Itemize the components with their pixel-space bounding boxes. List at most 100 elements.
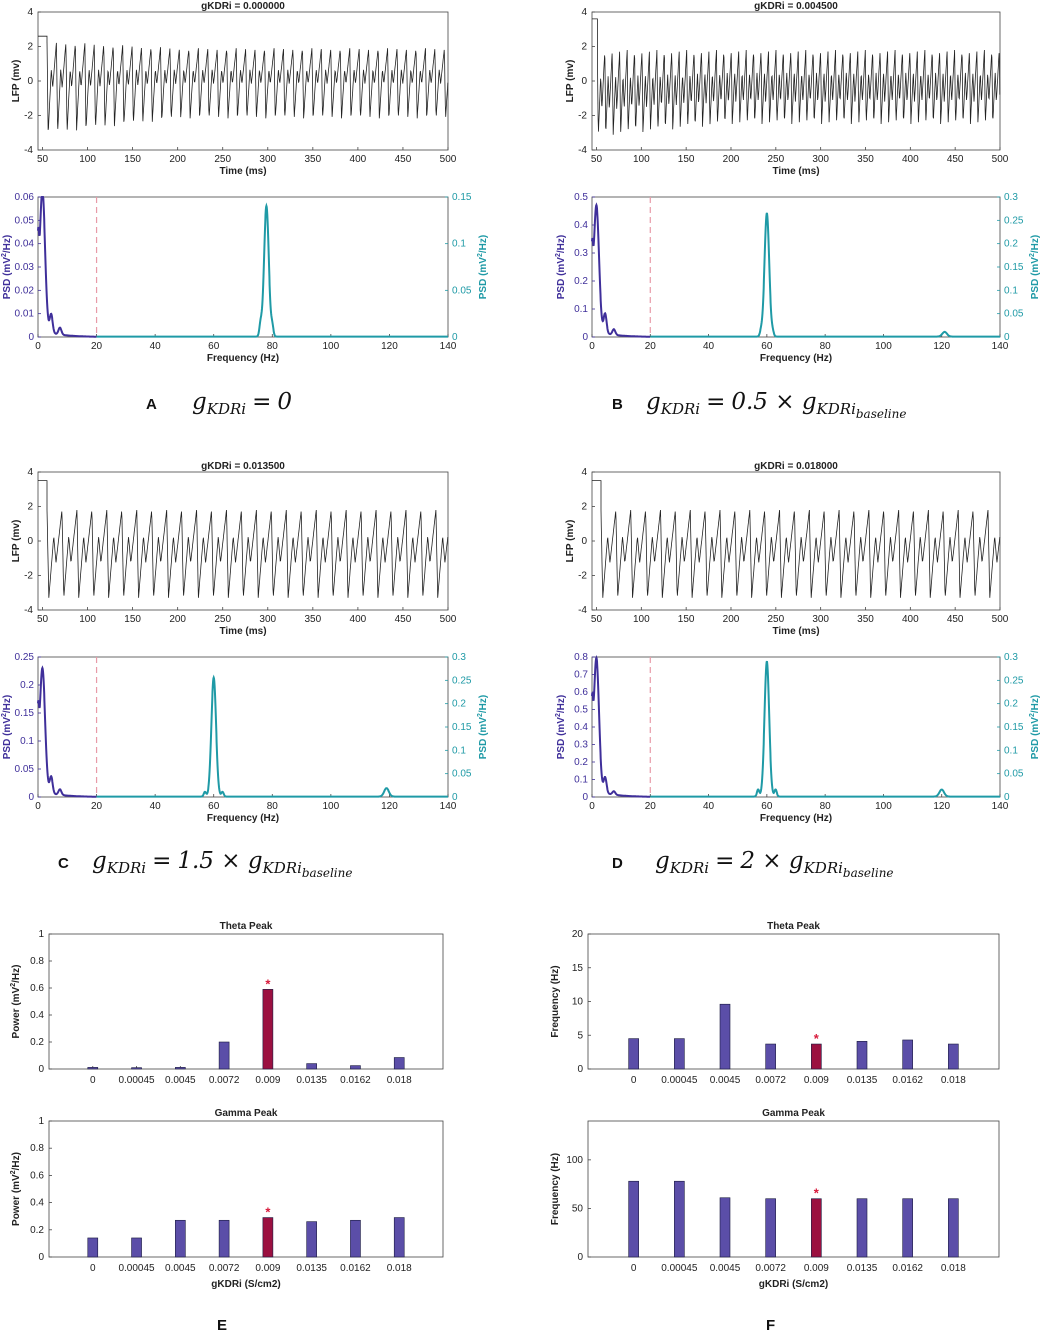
x-tick-label: 300 (259, 614, 276, 625)
x-tick-label: 200 (723, 154, 740, 165)
x-tick-label: 0.0162 (340, 1075, 371, 1086)
bar (856, 1198, 868, 1258)
bar (902, 1198, 913, 1258)
chart-psd-b: 0 20 40 60 80 100 120 14000.10.20.30.40.500.050… (555, 192, 1041, 364)
y-left-tick-label: 0 (28, 332, 34, 343)
x-tick-label: 100 (79, 614, 96, 625)
y-tick-label: -2 (578, 571, 587, 582)
bar (948, 1198, 959, 1258)
x-tick-label: 450 (395, 154, 412, 165)
y-tick-label: 0 (27, 536, 33, 547)
y-left-tick-label: 0.2 (20, 680, 34, 691)
chart-psd-a: 0 20 40 60 80 100 120 14000.010.020.030.040.050… (1, 192, 489, 364)
x-tick-label: 0.0162 (340, 1263, 371, 1274)
y-tick-label: 4 (27, 467, 33, 478)
x-axis-label: Time (ms) (219, 626, 266, 637)
y-tick-label: 4 (27, 7, 33, 18)
y-right-tick-label: 0 (1004, 332, 1010, 343)
y-left-tick-label: 0.15 (15, 708, 35, 719)
x-tick-label: 250 (767, 154, 784, 165)
x-tick-label: 40 (150, 801, 162, 812)
y-right-tick-label: 0 (452, 332, 458, 343)
y-right-tick-label: 0.1 (1004, 745, 1018, 756)
x-tick-label: 20 (91, 341, 103, 352)
x-axis-label: Time (ms) (772, 626, 819, 637)
x-tick-label: 140 (992, 801, 1009, 812)
y-right-tick-label: 0.3 (1004, 192, 1018, 203)
y-tick-label: 20 (572, 929, 584, 940)
x-tick-label: 100 (875, 801, 892, 812)
lfp-trace (592, 480, 1001, 598)
x-tick-label: 60 (761, 341, 773, 352)
y-left-tick-label: 0.05 (15, 215, 35, 226)
x-tick-label: 0.0072 (755, 1263, 786, 1274)
x-tick-label: 60 (761, 801, 773, 812)
bar-highlight (262, 989, 274, 1070)
y-left-tick-label: 0.1 (574, 304, 588, 315)
y-axis-label: LFP (mv) (565, 520, 576, 563)
y-left-tick-label: 0.5 (574, 705, 588, 716)
axes-box (587, 933, 1000, 1070)
y-tick-label: 0.8 (30, 956, 44, 967)
y-tick-label: 0.4 (30, 1010, 44, 1021)
x-tick-label: 40 (150, 341, 162, 352)
x-tick-label: 50 (591, 614, 603, 625)
bar (218, 1041, 230, 1070)
x-tick-label: 0.0135 (847, 1263, 878, 1274)
x-tick-label: 120 (381, 341, 398, 352)
x-tick-label: 200 (723, 614, 740, 625)
chart-bar-f1: 0 5 10 15 20 Theta Peak Frequency (Hz) 0 0.00045… (550, 921, 1000, 1086)
bar (306, 1063, 317, 1070)
x-tick-label: 80 (267, 801, 279, 812)
y-tick-label: 0 (38, 1252, 44, 1263)
lfp-trace (38, 35, 449, 131)
y-left-tick-label: 0.2 (574, 276, 588, 287)
gamma-psd-curve (96, 674, 448, 798)
theta-psd-curve (37, 196, 97, 338)
x-tick-label: 100 (633, 154, 650, 165)
x-tick-label: 80 (820, 341, 832, 352)
y-right-tick-label: 0.15 (1004, 722, 1024, 733)
y-tick-label: 0 (581, 76, 587, 87)
y-right-axis-label: PSD (mV2/Hz) (477, 235, 489, 299)
x-tick-label: 400 (350, 614, 367, 625)
y-left-tick-label: 0.01 (15, 309, 35, 320)
y-axis-label: Frequency (Hz) (550, 1153, 561, 1225)
y-right-tick-label: 0.1 (1004, 285, 1018, 296)
y-right-axis-label: PSD (mV2/Hz) (477, 695, 489, 759)
chart-lfp-a: 50 100 150 200 250 300 350 400 450 500 -4 -2 0 2 4 gKDR… (11, 1, 457, 177)
y-tick-label: 15 (572, 963, 584, 974)
x-tick-label: 0 (35, 801, 41, 812)
bar (131, 1237, 142, 1258)
y-left-tick-label: 0.3 (574, 248, 588, 259)
significance-star: * (265, 1205, 271, 1220)
x-tick-label: 20 (91, 801, 103, 812)
x-axis-label: Frequency (Hz) (207, 353, 279, 364)
x-tick-label: 150 (124, 614, 141, 625)
x-tick-label: 300 (259, 154, 276, 165)
y-right-tick-label: 0.15 (1004, 262, 1024, 273)
x-tick-label: 500 (440, 154, 457, 165)
x-tick-label: 0.0135 (296, 1075, 327, 1086)
chart-bar-f2: 0 50 100 Gamma Peak Frequency (Hz) gKDRi (S/c… (550, 1108, 1000, 1290)
x-tick-label: 50 (37, 614, 49, 625)
y-right-tick-label: 0.05 (452, 769, 472, 780)
bar (131, 1067, 142, 1070)
bar-highlight (811, 1043, 822, 1070)
y-tick-label: 0.2 (30, 1225, 44, 1236)
x-axis-label: gKDRi (S/cm2) (759, 1279, 828, 1290)
bar (175, 1219, 186, 1258)
x-tick-label: 0.0045 (165, 1263, 196, 1274)
theta-psd-curve (591, 202, 650, 338)
y-tick-label: 1 (38, 1116, 44, 1127)
y-right-tick-label: 0.05 (1004, 309, 1024, 320)
bar (856, 1041, 868, 1070)
axes-box (591, 656, 1001, 798)
x-tick-label: 100 (633, 614, 650, 625)
y-tick-label: -2 (24, 571, 33, 582)
chart-title: gKDRi = 0.013500 (201, 461, 285, 472)
x-tick-label: 0.0135 (296, 1263, 327, 1274)
chart-title: gKDRi = 0.018000 (754, 461, 838, 472)
x-tick-label: 350 (857, 614, 874, 625)
x-axis-label: Frequency (Hz) (760, 353, 832, 364)
